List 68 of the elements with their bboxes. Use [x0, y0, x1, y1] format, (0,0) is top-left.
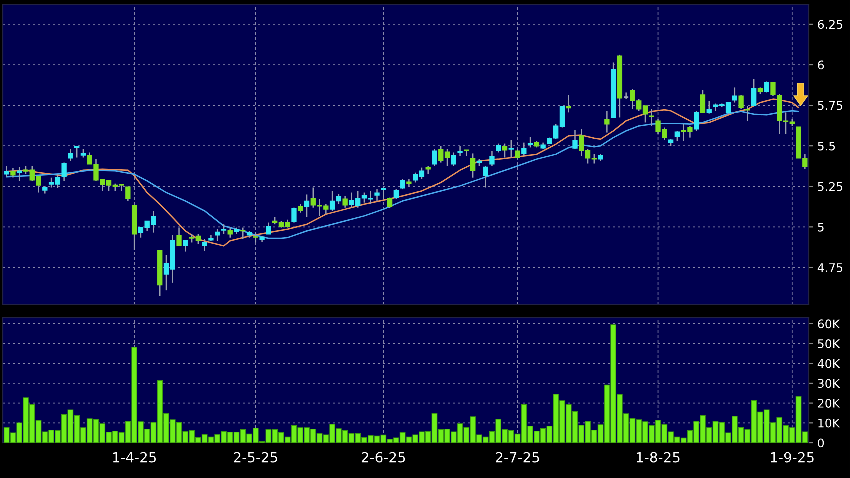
candlestick	[764, 81, 770, 94]
candlestick	[732, 87, 738, 104]
candlestick	[483, 166, 488, 188]
candlestick	[508, 140, 514, 158]
candlestick	[694, 110, 700, 132]
candlestick	[528, 136, 534, 148]
candlestick	[253, 232, 258, 244]
y-tick-label: 30K	[818, 379, 840, 388]
candlestick	[400, 178, 406, 190]
candlestick	[458, 145, 463, 157]
candlestick	[394, 188, 400, 200]
x-tick-label: 2-6-25	[362, 452, 406, 463]
y-tick-label: 5.25	[818, 182, 843, 192]
candlestick	[176, 227, 182, 247]
x-tick-label: 1-8-25	[637, 452, 680, 463]
y-tick-label: 5	[818, 223, 824, 232]
candlestick	[17, 166, 22, 182]
candlestick	[464, 150, 470, 157]
y-tick-label: 6	[818, 60, 824, 70]
candlestick	[266, 222, 272, 236]
candlestick	[649, 108, 654, 127]
candlestick	[522, 142, 527, 157]
candlestick	[240, 227, 246, 240]
candlestick	[387, 197, 393, 210]
candlestick	[126, 186, 131, 202]
candlestick	[674, 130, 680, 142]
y-tick-label: 0	[818, 438, 824, 448]
candlestick	[183, 240, 188, 252]
candlestick	[74, 145, 80, 158]
y-tick-label: 10K	[818, 418, 840, 428]
y-tick-label: 20K	[818, 399, 840, 408]
candlestick	[228, 227, 233, 238]
y-tick-label: 60K	[818, 320, 840, 329]
y-tick-label: 40K	[818, 359, 840, 368]
y-tick-label: 4.75	[818, 264, 843, 272]
x-tick-label: 2-7-25	[496, 452, 540, 463]
candlestick	[62, 162, 67, 182]
y-tick-label: 5.75	[818, 101, 843, 110]
candlestick	[745, 105, 750, 122]
candlestick	[221, 224, 227, 236]
candlestick	[4, 165, 10, 178]
x-tick-label: 1-4-25	[113, 452, 156, 463]
x-tick-label: 2-5-25	[234, 452, 278, 463]
candlestick	[700, 90, 706, 114]
candlestick	[738, 94, 744, 110]
y-tick-label: 5.5	[818, 142, 836, 151]
y-tick-label: 6.25	[818, 20, 843, 30]
candlestick	[490, 150, 495, 167]
candlestick	[502, 143, 508, 158]
candlestick	[202, 238, 208, 252]
candlestick	[342, 196, 348, 208]
candlestick	[68, 148, 74, 162]
candlestick	[604, 110, 610, 134]
candlestick	[470, 153, 476, 178]
candlestick	[515, 148, 520, 160]
candlestick	[432, 148, 438, 167]
candlestick	[215, 228, 220, 242]
candlestick	[451, 152, 456, 167]
candlestick	[10, 168, 16, 178]
candlestick	[623, 92, 630, 100]
y-tick-label: 50K	[818, 340, 840, 348]
candlestick	[292, 207, 297, 224]
candlestick	[374, 188, 380, 202]
x-tick-label: 1-9-25	[771, 452, 814, 463]
candlestick	[304, 194, 310, 218]
candlestick	[572, 130, 578, 150]
candlestick	[706, 100, 712, 114]
candlestick	[751, 78, 757, 107]
